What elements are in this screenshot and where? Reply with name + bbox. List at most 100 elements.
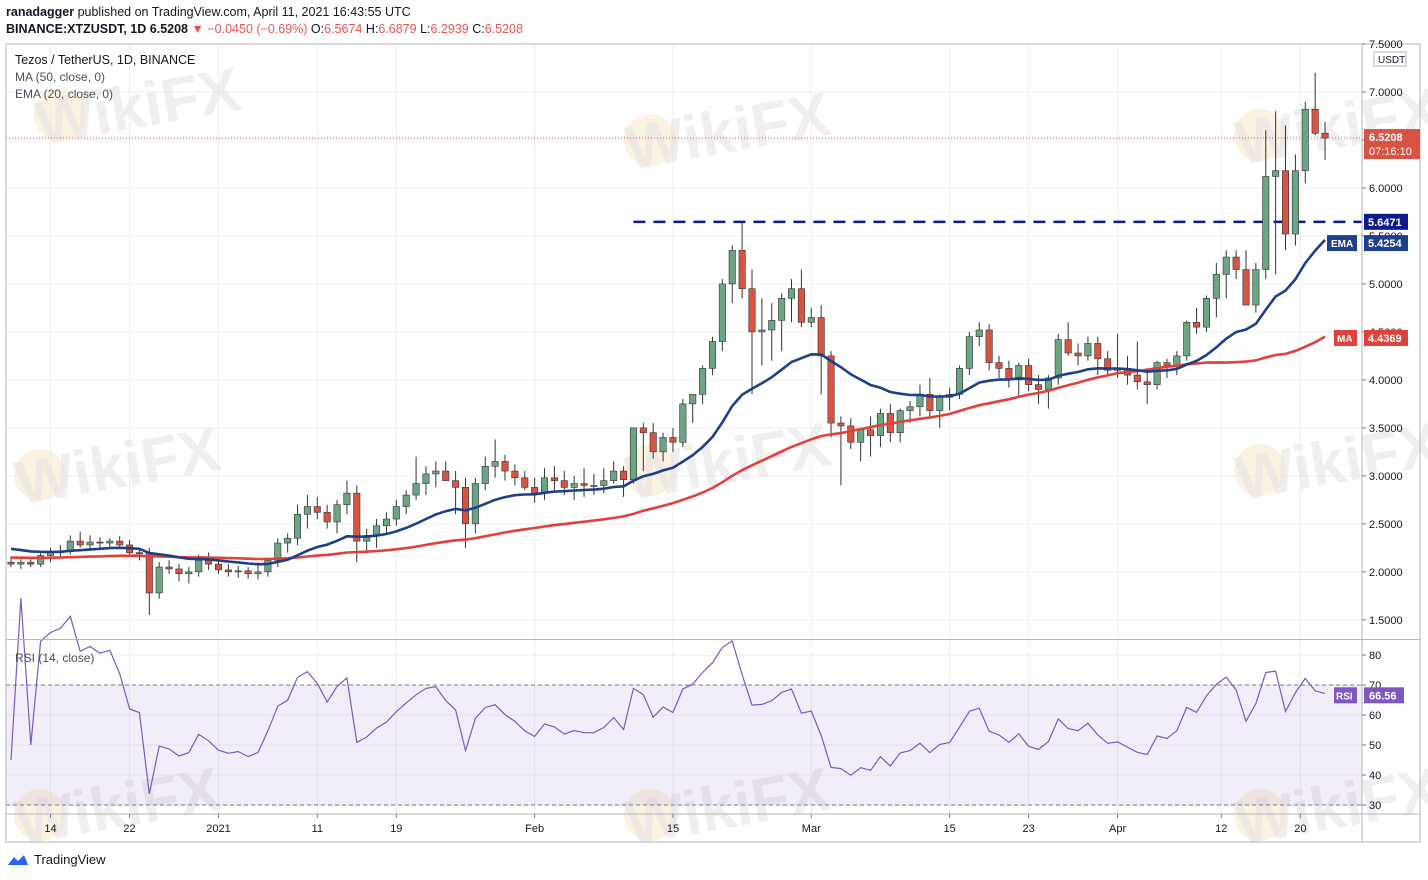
candle-down (827, 355, 835, 424)
candle-down (501, 461, 509, 472)
candle-down (639, 427, 647, 433)
grid-lines (6, 43, 1362, 814)
ma-badge-value: 4.4369 (1368, 333, 1402, 345)
candle-up (1202, 298, 1210, 328)
candle-up (1173, 355, 1181, 366)
price-tick-label: 2.0000 (1369, 567, 1403, 579)
countdown-label: 07:16:10 (1369, 146, 1412, 158)
time-tick-label: 11 (312, 823, 323, 835)
rsi-tick-label: 50 (1369, 740, 1381, 752)
candle-down (452, 480, 460, 488)
candle-up (1262, 176, 1270, 270)
candle-up (66, 540, 74, 552)
ma-tag (1334, 329, 1357, 346)
legend-ma: MA (50, close, 0) (15, 70, 105, 84)
candle-down (985, 329, 993, 363)
ema-tag-label: EMA (1331, 239, 1353, 250)
candle-down (214, 563, 222, 571)
price-tick-label: 6.0000 (1369, 183, 1403, 195)
candle-down (797, 288, 805, 323)
published-text: published on TradingView.com, April 11, … (77, 5, 411, 19)
axes: 1.50002.00002.50003.00003.50004.00004.50… (44, 39, 1407, 835)
candle-down (1104, 358, 1112, 371)
high-label: H: (365, 22, 379, 36)
rsi-band (6, 684, 1362, 806)
candle-up (541, 477, 549, 494)
candle-down (995, 362, 1003, 369)
candle-down (511, 470, 519, 479)
price-tick-label: 4.0000 (1369, 375, 1403, 387)
candle-up (491, 461, 499, 467)
candle-down (1282, 170, 1290, 235)
candle-up (294, 513, 302, 539)
candle-up (17, 561, 25, 565)
rsi-line (10, 597, 1326, 795)
candle-up (728, 250, 736, 285)
ma50-line (10, 335, 1326, 561)
candle-up (679, 403, 687, 443)
candle-up (284, 537, 292, 544)
candle-down (1163, 362, 1171, 366)
time-tick-label: Apr (1109, 823, 1126, 835)
tradingview-brand: TradingView (34, 852, 106, 867)
tradingview-logo[interactable]: TradingView (6, 852, 106, 867)
candle-down (926, 393, 934, 411)
resistance-badge (1364, 213, 1408, 230)
time-tick-label: 14 (44, 823, 56, 835)
price-tick-label: 1.5000 (1369, 615, 1403, 627)
unit-badge (1373, 51, 1407, 67)
resistance-level (6, 137, 1362, 224)
candle-up (955, 368, 963, 395)
candle-up (778, 298, 786, 321)
legend-title: Tezos / TetherUS, 1D, BINANCE (15, 53, 195, 67)
candle-up (570, 483, 578, 488)
candle-down (27, 561, 35, 565)
rsi-band-fill (6, 685, 1362, 805)
axis-badges: 6.5208 07:16:10 5.6471 EMA 5.4254 MA 4.4369 RSI… (1327, 129, 1420, 704)
resistance-badge-value: 5.6471 (1368, 217, 1402, 229)
symbol-label: BINANCE:XTZUSDT, 1D (6, 22, 147, 36)
time-tick-label: 23 (1023, 823, 1035, 835)
candle-up (274, 542, 282, 561)
candle-up (629, 427, 637, 480)
candle-up (382, 518, 390, 527)
legend-rsi: RSI (14, close) (15, 651, 94, 665)
candle-up (758, 329, 766, 333)
high-value: 6.6879 (378, 22, 417, 36)
candle-down (76, 540, 84, 546)
candle-down (1193, 322, 1201, 328)
candle-down (1133, 374, 1141, 383)
candle-up (965, 336, 973, 369)
time-tick-label: 22 (123, 823, 135, 835)
price-tick-label: 5.0000 (1369, 279, 1403, 291)
author-name[interactable]: ranadagger (6, 5, 75, 19)
candle-down (560, 480, 568, 488)
rsi-badge-value: 66.56 (1369, 690, 1397, 702)
candle-up (481, 465, 489, 484)
watermark-text: WikiFX (10, 415, 225, 519)
rsi-tick-label: 40 (1369, 770, 1381, 782)
ema-badge (1364, 235, 1408, 252)
candle-down (1035, 384, 1043, 390)
candle-up (600, 480, 608, 486)
candle-up (392, 506, 400, 520)
watermark-logo-icon (34, 89, 86, 141)
time-tick-label: 19 (390, 823, 402, 835)
candle-down (521, 477, 529, 488)
time-tick-label: 2021 (206, 823, 230, 835)
watermark-logo-icon (14, 449, 66, 501)
ma-tag-label: MA (1337, 334, 1353, 345)
low-label: L: (420, 22, 431, 36)
watermark-logo-icon (1234, 444, 1286, 496)
candle-up (343, 492, 351, 505)
time-tick-label: 20 (1294, 823, 1306, 835)
candle-down (669, 437, 677, 443)
time-tick-label: Mar (802, 823, 821, 835)
candle-down (244, 570, 252, 575)
candle-up (936, 396, 944, 411)
candle-up (333, 504, 341, 523)
ema-tag (1327, 235, 1357, 252)
candle-down (1321, 132, 1329, 139)
candle-down (96, 541, 104, 544)
